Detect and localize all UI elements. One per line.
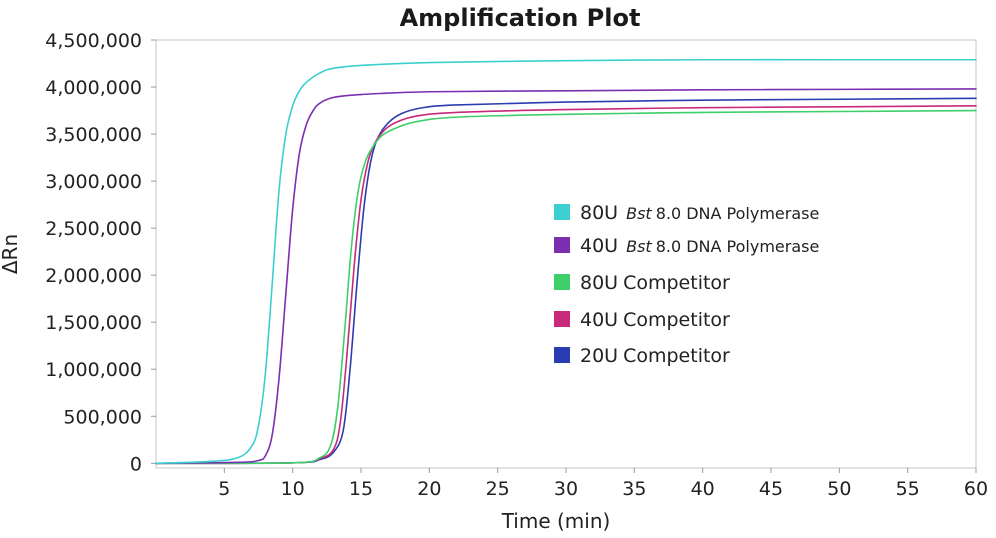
y-tick-label: 1,500,000 — [45, 312, 142, 334]
legend-label: 80U Bst 8.0 DNA Polymerase — [580, 202, 819, 224]
legend-prefix: 80U — [580, 202, 618, 224]
x-tick-label: 10 — [281, 478, 305, 500]
legend-suffix: Competitor — [623, 309, 730, 331]
y-axis-label: ΔRn — [0, 234, 22, 274]
legend-swatch — [554, 204, 570, 220]
series-line — [155, 109, 977, 465]
x-tick-label: 50 — [827, 478, 851, 500]
x-tick-label: 55 — [896, 478, 920, 500]
y-tick-label: 500,000 — [63, 406, 142, 428]
legend-italic: Bst — [626, 237, 652, 256]
legend-prefix: 40U — [580, 309, 618, 331]
legend-suffix: 8.0 DNA Polymerase — [656, 237, 820, 256]
legend-label: 20U Competitor — [580, 345, 730, 367]
legend-label: 40U Bst 8.0 DNA Polymerase — [580, 235, 819, 257]
y-tick-label: 1,000,000 — [45, 359, 142, 381]
x-axis-label: Time (min) — [501, 509, 611, 533]
legend-box — [546, 194, 854, 382]
y-tick-label: 3,500,000 — [45, 124, 142, 146]
legend-label: 40U Competitor — [580, 309, 730, 331]
y-tick-label: 4,500,000 — [45, 30, 142, 52]
y-tick-label: 2,000,000 — [45, 265, 142, 287]
y-tick-label: 0 — [130, 453, 142, 475]
x-tick-label: 45 — [759, 478, 783, 500]
legend-swatch — [554, 311, 570, 327]
legend-suffix: Competitor — [623, 345, 730, 367]
x-tick-label: 25 — [486, 478, 510, 500]
legend-italic: Bst — [626, 204, 652, 223]
y-tick-label: 2,500,000 — [45, 218, 142, 240]
series-line — [155, 58, 977, 465]
legend-prefix: 20U — [580, 345, 618, 367]
series-lines — [155, 58, 977, 465]
legend-swatch — [554, 237, 570, 253]
legend-suffix: Competitor — [623, 272, 730, 294]
x-tick-label: 20 — [417, 478, 441, 500]
y-tick-label: 3,000,000 — [45, 171, 142, 193]
legend-label: 80U Competitor — [580, 272, 730, 294]
y-tick-label: 4,000,000 — [45, 77, 142, 99]
y-axis-ticks: 0 500,000 1,000,000 1,500,000 2,000,000 2,500… — [45, 30, 156, 475]
x-tick-label: 35 — [622, 478, 646, 500]
legend-suffix: 8.0 DNA Polymerase — [656, 204, 820, 223]
x-tick-label: 5 — [218, 478, 230, 500]
legend-prefix: 40U — [580, 235, 618, 257]
x-tick-label: 60 — [964, 478, 988, 500]
legend-swatch — [554, 274, 570, 290]
legend: 80U Bst 8.0 DNA Polymerase 40U Bst 8.0 DNA Po… — [546, 194, 854, 382]
x-axis-ticks: 5 10 15 20 25 30 35 40 45 50 55 60 — [218, 468, 988, 500]
legend-swatch — [554, 347, 570, 363]
x-tick-label: 40 — [691, 478, 715, 500]
chart-title: Amplification Plot — [400, 4, 641, 32]
x-tick-label: 30 — [554, 478, 578, 500]
legend-prefix: 80U — [580, 272, 618, 294]
x-tick-label: 15 — [349, 478, 373, 500]
series-line — [155, 88, 977, 465]
